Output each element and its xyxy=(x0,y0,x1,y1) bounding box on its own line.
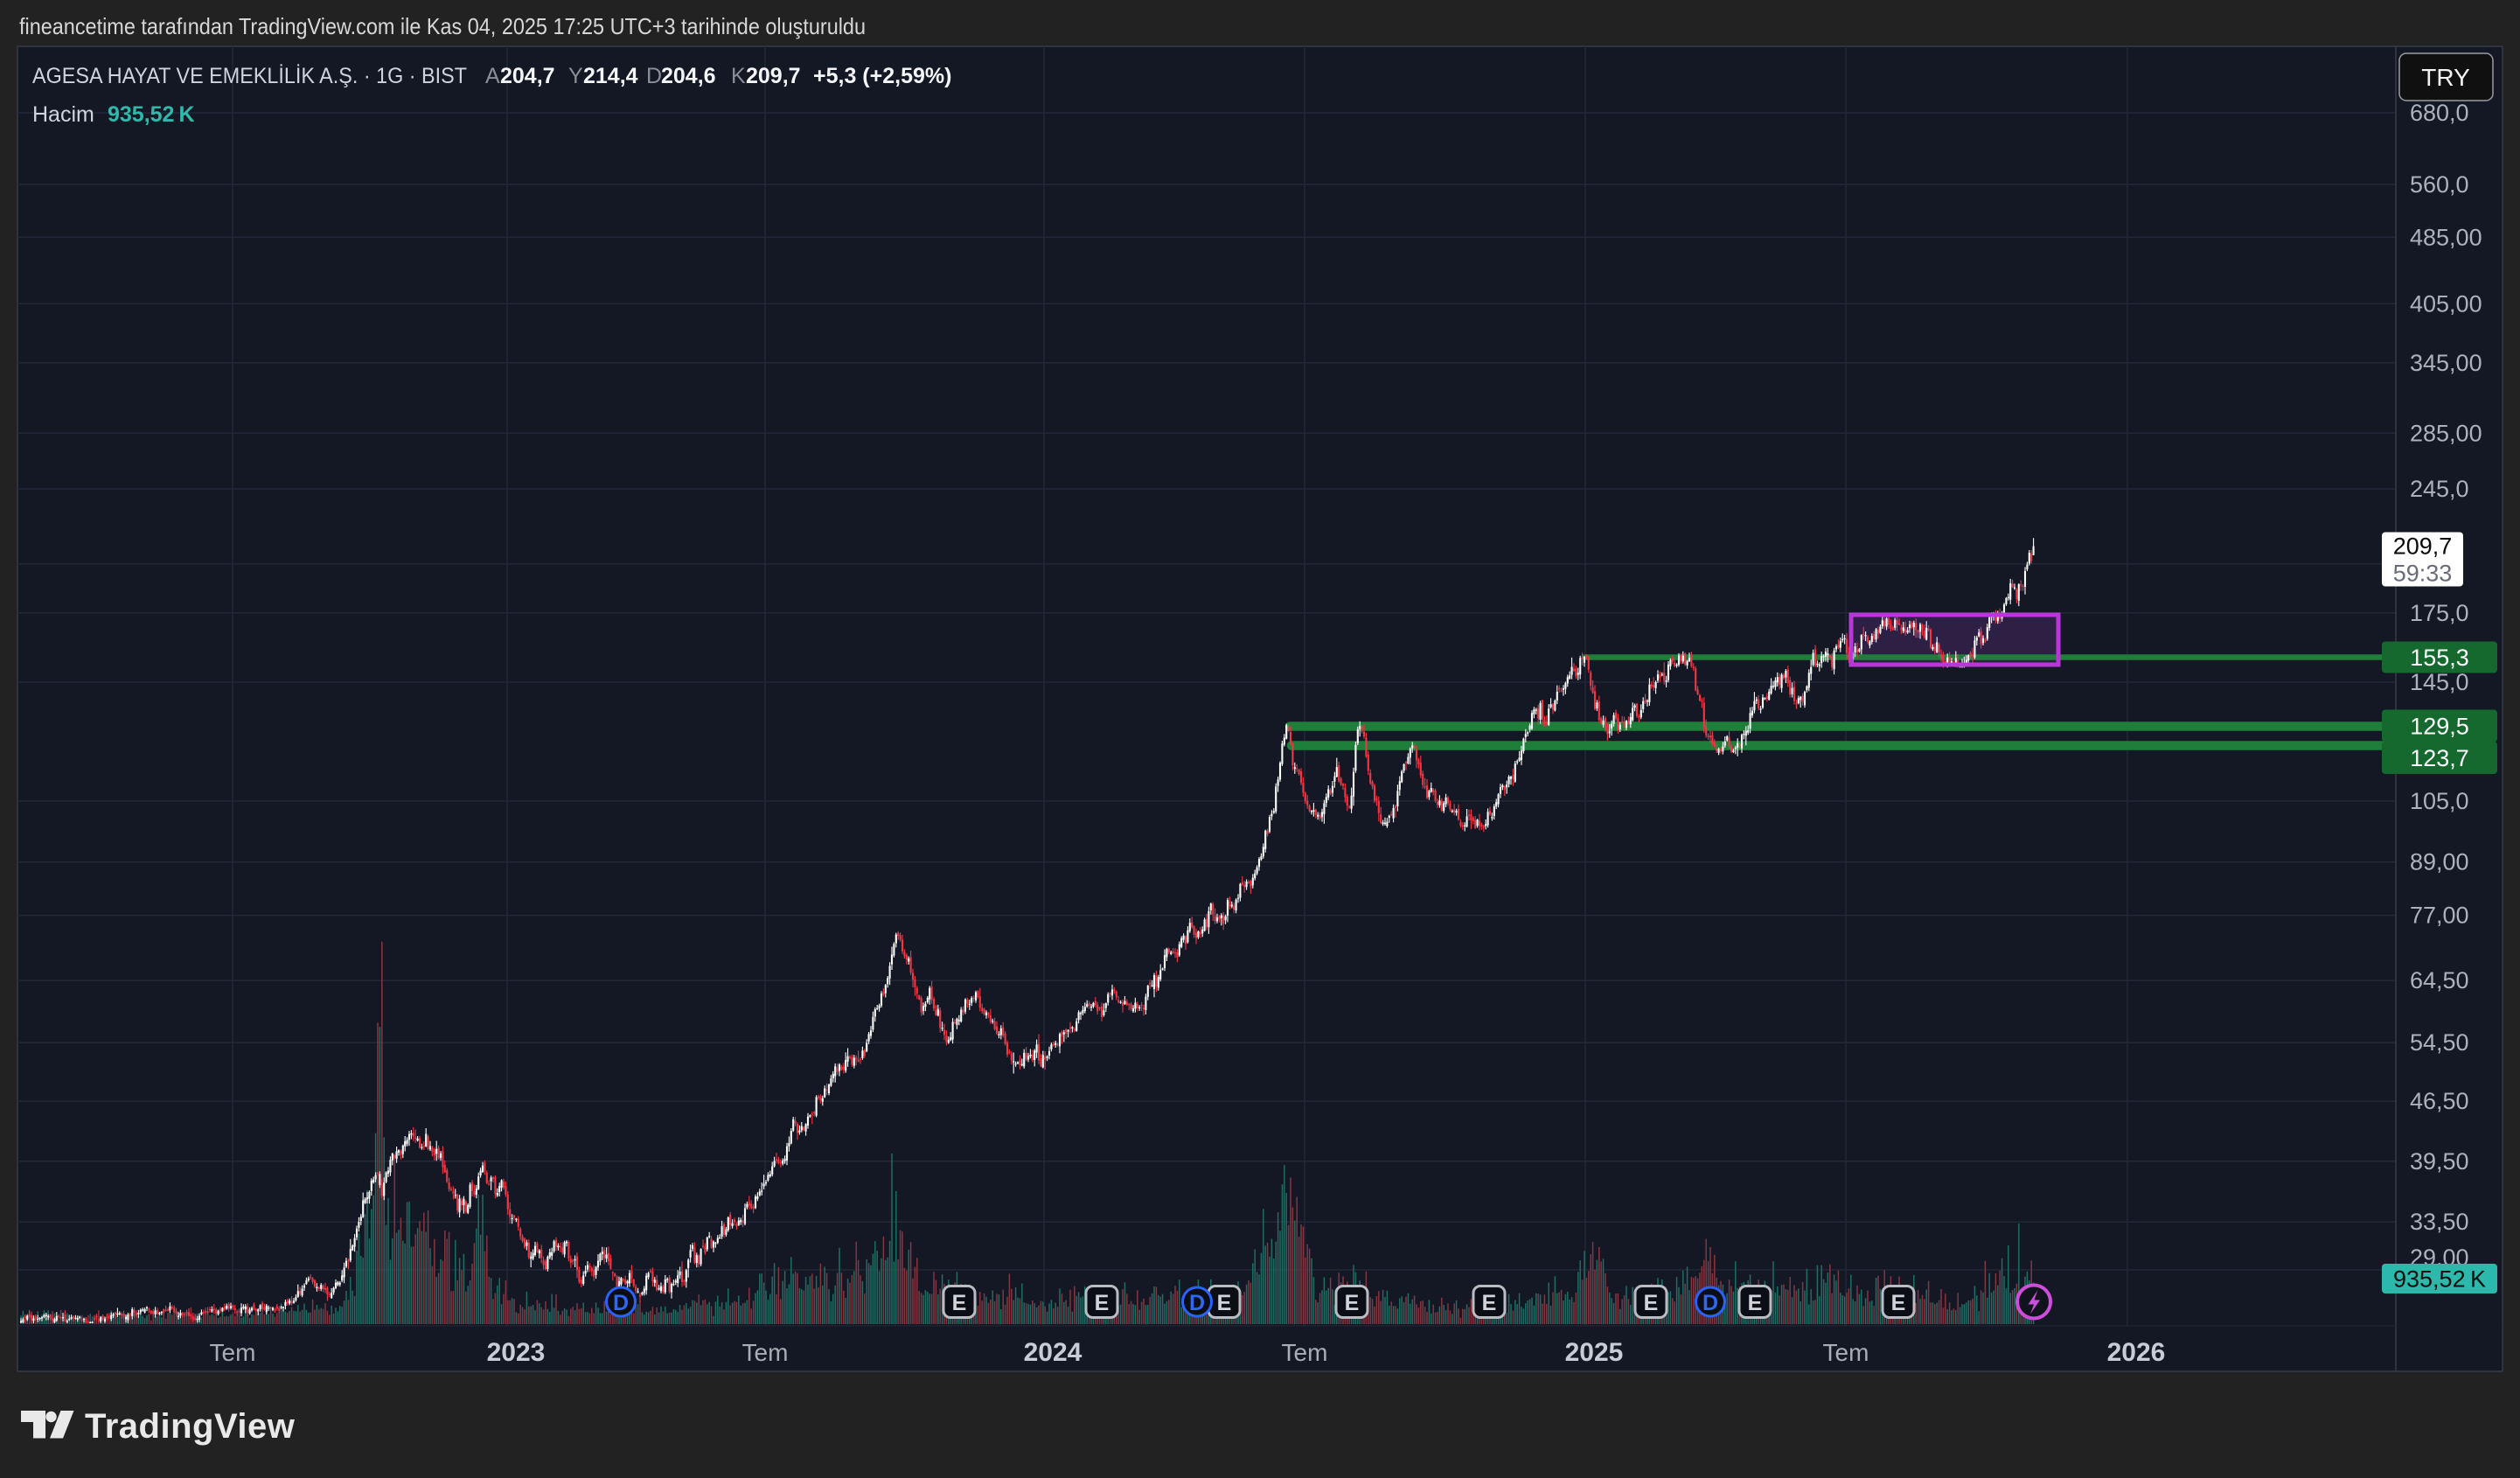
svg-text:204,6: 204,6 xyxy=(661,64,716,88)
svg-text:E: E xyxy=(1345,1291,1360,1315)
svg-text:33,50: 33,50 xyxy=(2410,1209,2469,1235)
svg-text:39,50: 39,50 xyxy=(2410,1148,2469,1175)
svg-text:214,4: 214,4 xyxy=(583,64,638,88)
svg-text:155,3: 155,3 xyxy=(2410,645,2469,671)
svg-text:TRY: TRY xyxy=(2421,64,2470,91)
svg-text:E: E xyxy=(1217,1291,1232,1315)
svg-text:560,0: 560,0 xyxy=(2410,171,2469,198)
svg-text:77,00: 77,00 xyxy=(2410,903,2469,929)
svg-text:2023: 2023 xyxy=(487,1338,546,1367)
svg-text:A: A xyxy=(485,64,500,88)
svg-text:Tem: Tem xyxy=(742,1339,789,1366)
svg-text:Tem: Tem xyxy=(210,1339,256,1366)
svg-text:D: D xyxy=(1189,1291,1205,1315)
svg-text:680,0: 680,0 xyxy=(2410,100,2469,126)
svg-text:fineancetime tarafından Tradin: fineancetime tarafından TradingView.com … xyxy=(19,13,866,39)
svg-text:E: E xyxy=(1748,1291,1763,1315)
svg-text:285,00: 285,00 xyxy=(2410,420,2482,446)
svg-text:Tem: Tem xyxy=(1823,1339,1869,1366)
svg-text:E: E xyxy=(1644,1291,1659,1315)
svg-text:E: E xyxy=(1482,1291,1497,1315)
svg-text:935,52 K: 935,52 K xyxy=(108,102,195,127)
svg-text:64,50: 64,50 xyxy=(2410,967,2469,993)
svg-text:123,7: 123,7 xyxy=(2410,745,2469,771)
svg-text:E: E xyxy=(952,1291,967,1315)
svg-text:89,00: 89,00 xyxy=(2410,849,2469,875)
svg-text:2025: 2025 xyxy=(1565,1338,1624,1367)
svg-text:105,0: 105,0 xyxy=(2410,788,2469,814)
svg-text:+5,3 (+2,59%): +5,3 (+2,59%) xyxy=(813,64,951,88)
svg-text:D: D xyxy=(613,1291,629,1315)
svg-text:D: D xyxy=(1702,1291,1718,1315)
svg-text:2026: 2026 xyxy=(2107,1338,2166,1367)
svg-text:935,52 K: 935,52 K xyxy=(2393,1266,2486,1293)
svg-text:209,7: 209,7 xyxy=(2393,533,2453,560)
svg-text:59:33: 59:33 xyxy=(2393,561,2453,587)
svg-text:Y: Y xyxy=(568,64,583,88)
svg-text:204,7: 204,7 xyxy=(500,64,555,88)
svg-text:145,0: 145,0 xyxy=(2410,669,2469,695)
svg-text:405,00: 405,00 xyxy=(2410,290,2482,317)
svg-text:2024: 2024 xyxy=(1024,1338,1082,1367)
svg-text:345,00: 345,00 xyxy=(2410,350,2482,376)
svg-text:K: K xyxy=(731,64,746,88)
svg-text:245,0: 245,0 xyxy=(2410,476,2469,502)
svg-text:D: D xyxy=(646,64,662,88)
svg-text:485,00: 485,00 xyxy=(2410,224,2482,250)
svg-text:Hacim: Hacim xyxy=(32,102,94,127)
svg-text:129,5: 129,5 xyxy=(2410,714,2469,740)
svg-text:Tem: Tem xyxy=(1282,1339,1328,1366)
svg-text:46,50: 46,50 xyxy=(2410,1088,2469,1114)
svg-text:E: E xyxy=(1095,1291,1110,1315)
svg-text:209,7: 209,7 xyxy=(746,64,801,88)
svg-text:AGESA HAYAT VE EMEKLİLİK A.Ş.: AGESA HAYAT VE EMEKLİLİK A.Ş. · 1G · BIS… xyxy=(32,63,467,88)
svg-text:TradingView: TradingView xyxy=(85,1407,296,1446)
svg-text:54,50: 54,50 xyxy=(2410,1029,2469,1056)
svg-text:E: E xyxy=(1891,1291,1906,1315)
svg-text:175,0: 175,0 xyxy=(2410,600,2469,626)
